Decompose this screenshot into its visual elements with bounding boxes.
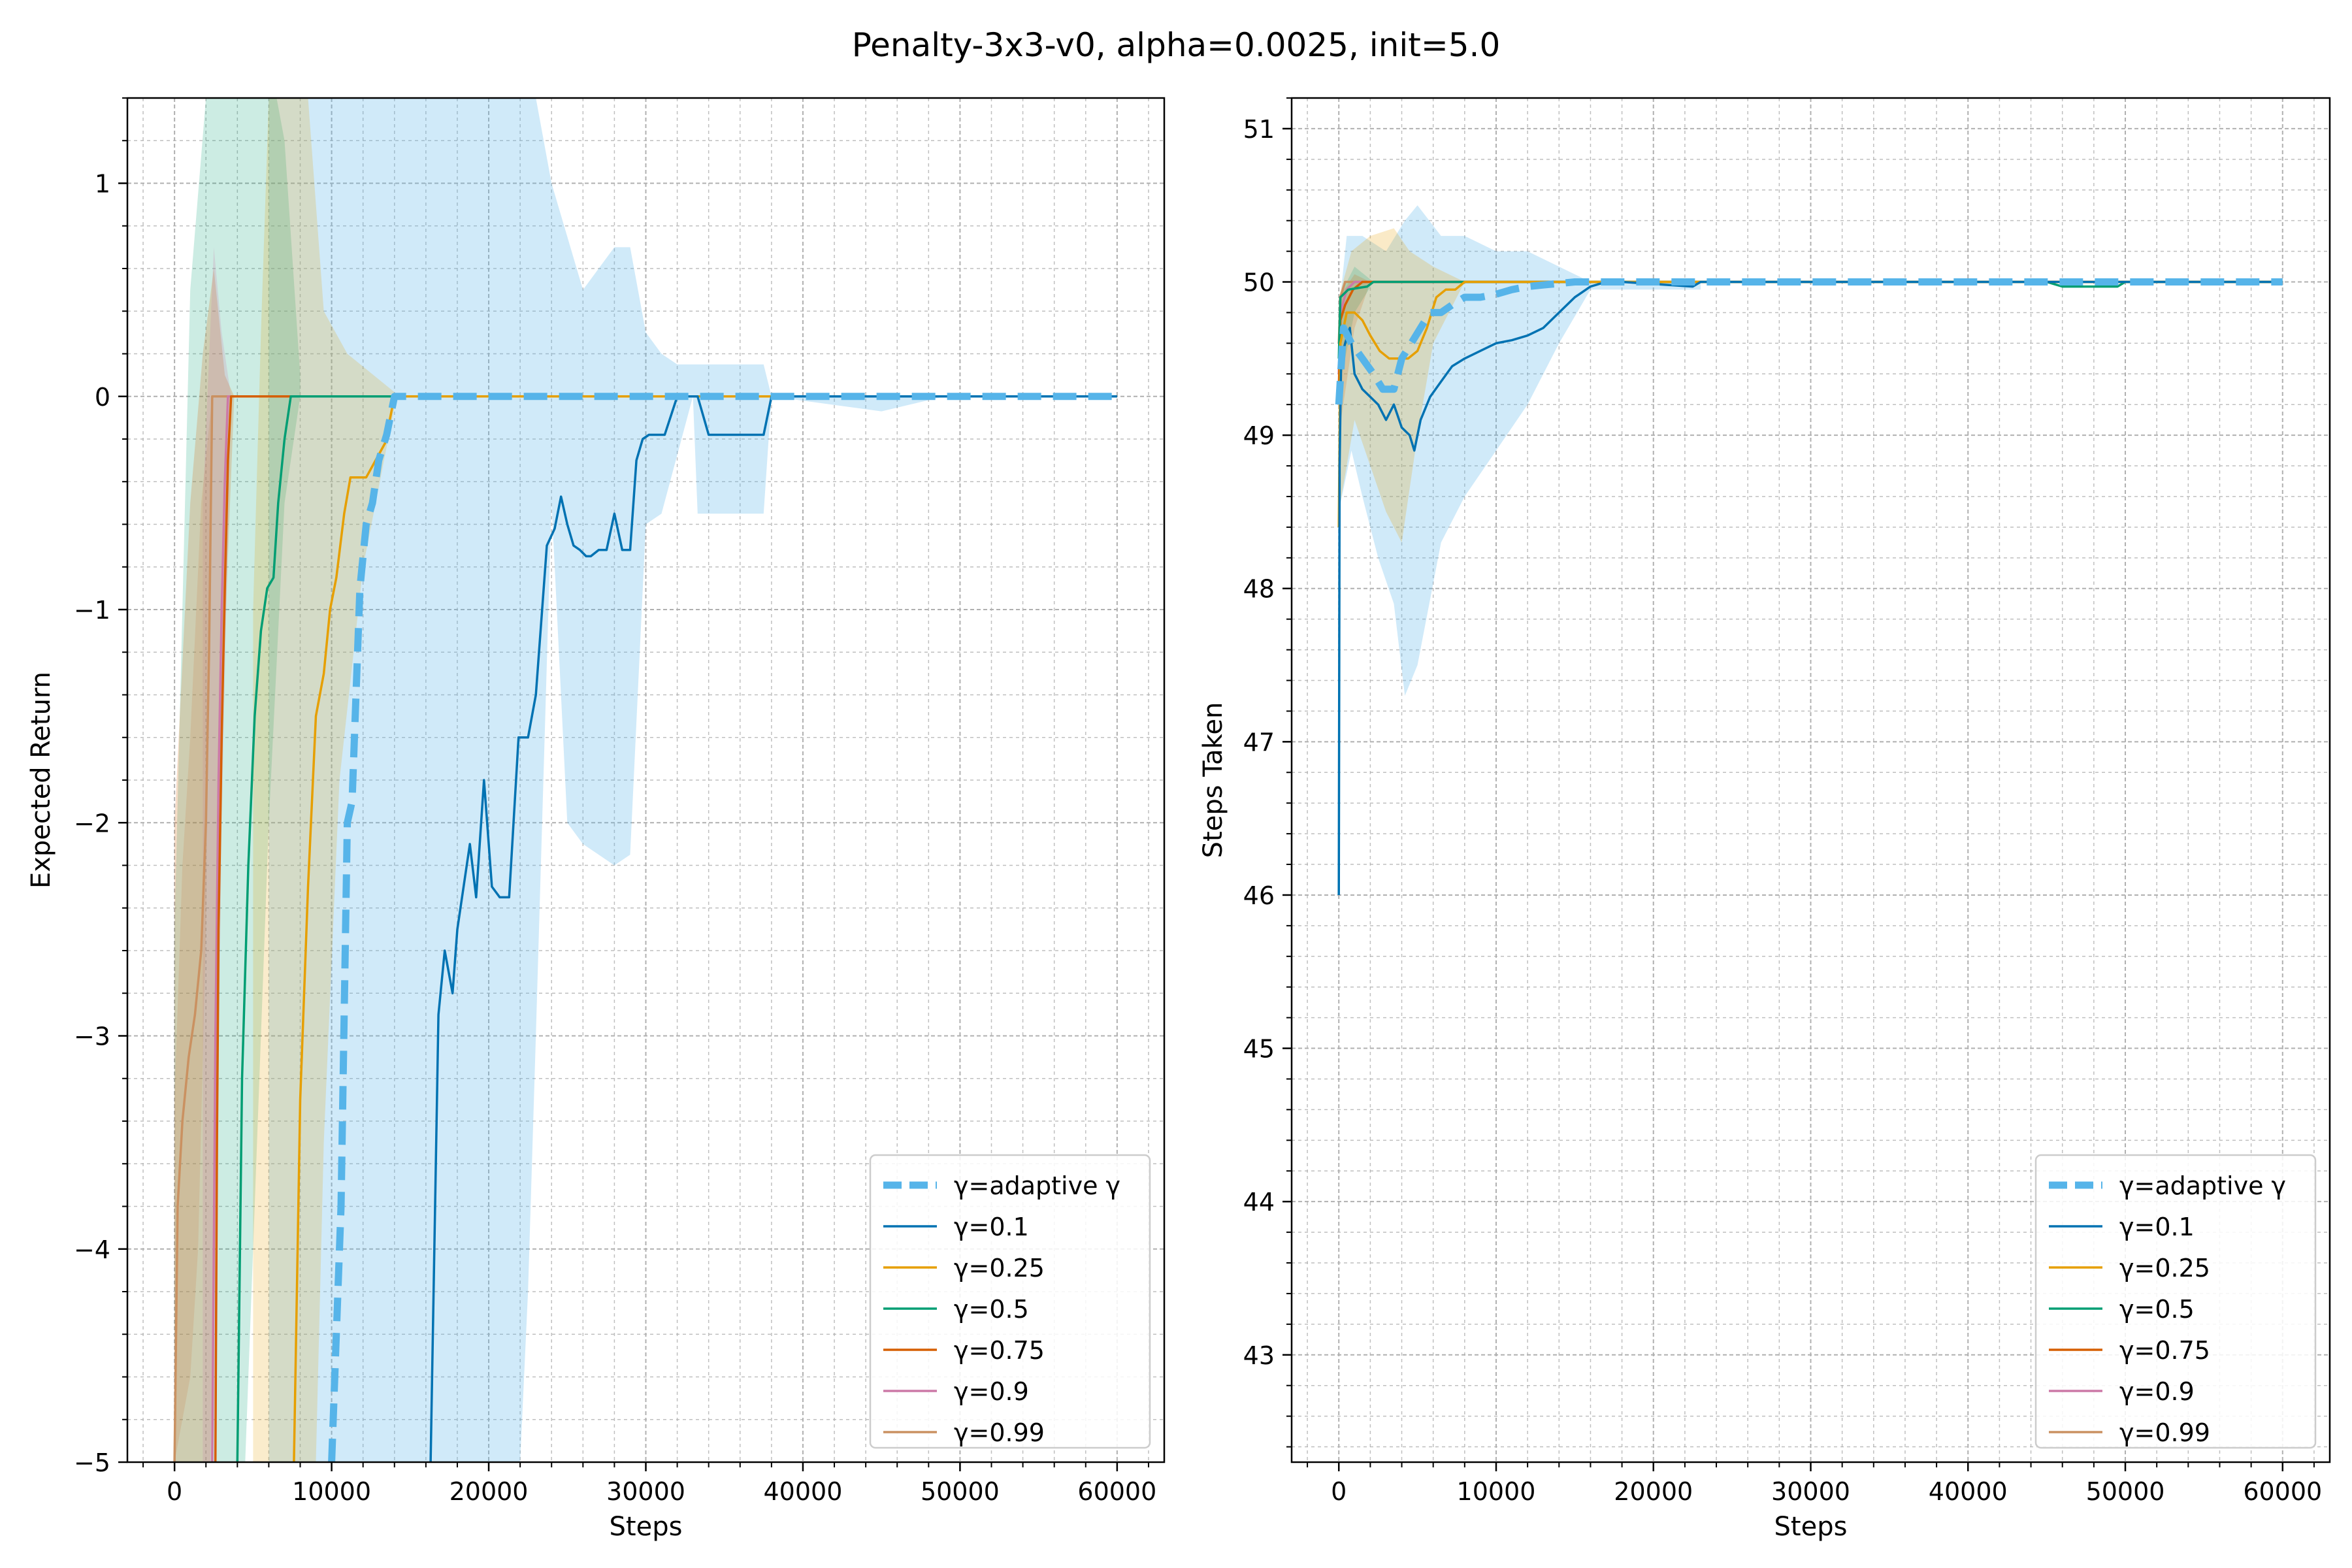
y-axis-label: Steps Taken — [1198, 702, 1228, 858]
x-tick-label: 40000 — [1929, 1477, 2008, 1506]
y-tick-label: −2 — [74, 809, 110, 838]
left-chart-panel: 0 10000 20000 30000 40000 50000 60000 1 0 −1 −2 −3 −… — [26, 97, 1166, 1542]
legend: γ=adaptive γ γ=0.1 γ=0.25 γ=0.5 γ=0.75 γ=0.9 γ… — [869, 1154, 1151, 1449]
confidence-band — [253, 98, 395, 1462]
confidence-band — [1339, 205, 1701, 696]
series-line — [328, 393, 1117, 1462]
x-tick-label: 20000 — [449, 1477, 529, 1506]
y-tick-label: 1 — [95, 170, 110, 199]
legend-label: γ=0.25 — [2119, 1254, 2210, 1282]
legend-box — [2034, 1154, 2317, 1449]
x-tick-label: 30000 — [1771, 1477, 1850, 1506]
confidence-band — [1339, 267, 1374, 389]
y-tick-label: 44 — [1243, 1188, 1275, 1217]
legend-label: γ=0.1 — [954, 1213, 1029, 1241]
y-tick-label: 50 — [1243, 269, 1275, 297]
y-tick-label: −3 — [74, 1022, 110, 1051]
legend-label: γ=adaptive γ — [954, 1171, 1120, 1200]
legend-label: γ=0.1 — [2119, 1213, 2195, 1241]
series-line — [236, 395, 1117, 1462]
x-tick-label: 0 — [1331, 1477, 1347, 1506]
x-tick-label: 50000 — [921, 1477, 1000, 1506]
legend: γ=adaptive γ γ=0.1 γ=0.25 γ=0.5 γ=0.75 γ=0.9 γ… — [2034, 1154, 2317, 1449]
confidence-band — [174, 396, 212, 1462]
y-tick-label: 47 — [1243, 728, 1275, 757]
legend-label: γ=0.25 — [954, 1254, 1045, 1282]
series-lines — [173, 393, 1117, 1462]
series-line — [1335, 278, 2283, 405]
legend-label: γ=0.9 — [2119, 1377, 2195, 1406]
x-tick-label: 60000 — [1077, 1477, 1156, 1506]
x-tick-label: 0 — [167, 1477, 182, 1506]
grid — [1292, 97, 2330, 1462]
y-tick-label: 45 — [1243, 1035, 1275, 1064]
confidence-band — [174, 98, 301, 1462]
x-tick-label: 10000 — [292, 1477, 371, 1506]
legend-label: γ=adaptive γ — [2119, 1171, 2286, 1200]
y-tick-label: −4 — [74, 1235, 110, 1264]
y-tick-label: −1 — [74, 596, 110, 625]
y-tick-label: 49 — [1243, 421, 1275, 450]
legend-label: γ=0.99 — [954, 1418, 1045, 1447]
figure-title: Penalty-3x3-v0, alpha=0.0025, init=5.0 — [852, 26, 1501, 64]
y-axis-label: Expected Return — [26, 672, 56, 889]
x-tick-label: 30000 — [606, 1477, 685, 1506]
right-chart-panel: 0 10000 20000 30000 40000 50000 60000 43 44 45 46 4… — [1198, 97, 2331, 1542]
legend-box — [869, 1154, 1151, 1449]
x-tick-label: 10000 — [1457, 1477, 1536, 1506]
legend-label: γ=0.75 — [954, 1336, 1045, 1365]
y-tick-label: 0 — [95, 383, 110, 412]
legend-label: γ=0.9 — [954, 1377, 1029, 1406]
legend-label: γ=0.5 — [2119, 1295, 2195, 1324]
y-tick-label: 48 — [1243, 575, 1275, 604]
series-line — [214, 395, 1117, 1462]
series-line — [293, 395, 1117, 1462]
x-tick-label: 60000 — [2243, 1477, 2322, 1506]
series-line — [173, 395, 1117, 1462]
legend-label: γ=0.5 — [954, 1295, 1029, 1324]
x-axis-label: Steps — [610, 1512, 683, 1542]
x-tick-label: 20000 — [1614, 1477, 1693, 1506]
x-axis-label: Steps — [1774, 1512, 1848, 1542]
y-tick-label: 51 — [1243, 115, 1275, 144]
x-tick-label: 40000 — [764, 1477, 843, 1506]
y-tick-label: 43 — [1243, 1341, 1275, 1370]
series-line — [1337, 280, 2283, 359]
y-tick-label: −5 — [74, 1448, 110, 1477]
series-lines — [1335, 278, 2283, 896]
y-tick-label: 46 — [1243, 881, 1275, 910]
x-tick-label: 50000 — [2086, 1477, 2165, 1506]
legend-label: γ=0.75 — [2119, 1336, 2210, 1365]
series-line — [1337, 280, 2283, 896]
legend-label: γ=0.99 — [2119, 1418, 2210, 1447]
series-line — [429, 395, 1117, 1462]
series-line — [211, 395, 1117, 1462]
